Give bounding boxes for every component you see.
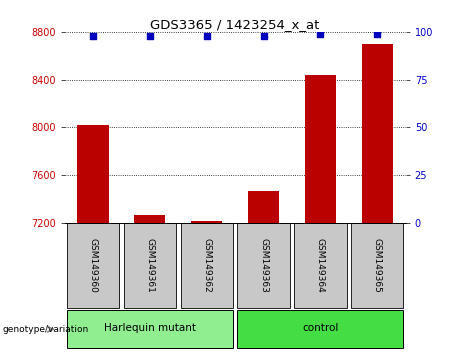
Bar	[248, 191, 279, 223]
Bar	[77, 125, 109, 223]
Text: genotype/variation: genotype/variation	[2, 325, 89, 334]
Text: GSM149364: GSM149364	[316, 238, 325, 293]
Point	[203, 33, 210, 39]
Bar	[237, 223, 290, 308]
Bar	[237, 310, 403, 348]
Bar	[361, 44, 393, 223]
Point	[146, 33, 154, 39]
Title: GDS3365 / 1423254_x_at: GDS3365 / 1423254_x_at	[150, 18, 320, 31]
Point	[89, 33, 97, 39]
Bar	[67, 223, 119, 308]
Bar	[294, 223, 347, 308]
Text: control: control	[302, 323, 338, 333]
Text: GSM149360: GSM149360	[89, 238, 97, 293]
Text: GSM149361: GSM149361	[145, 238, 154, 293]
Point	[373, 31, 381, 36]
Point	[317, 31, 324, 36]
Point	[260, 33, 267, 39]
Text: Harlequin mutant: Harlequin mutant	[104, 323, 196, 333]
Bar	[67, 310, 233, 348]
Bar	[191, 221, 222, 223]
Bar	[305, 75, 336, 223]
Text: GSM149363: GSM149363	[259, 238, 268, 293]
Bar	[134, 215, 165, 223]
Bar	[124, 223, 176, 308]
Bar	[181, 223, 233, 308]
Text: GSM149365: GSM149365	[373, 238, 382, 293]
Text: GSM149362: GSM149362	[202, 238, 211, 293]
Bar	[351, 223, 403, 308]
